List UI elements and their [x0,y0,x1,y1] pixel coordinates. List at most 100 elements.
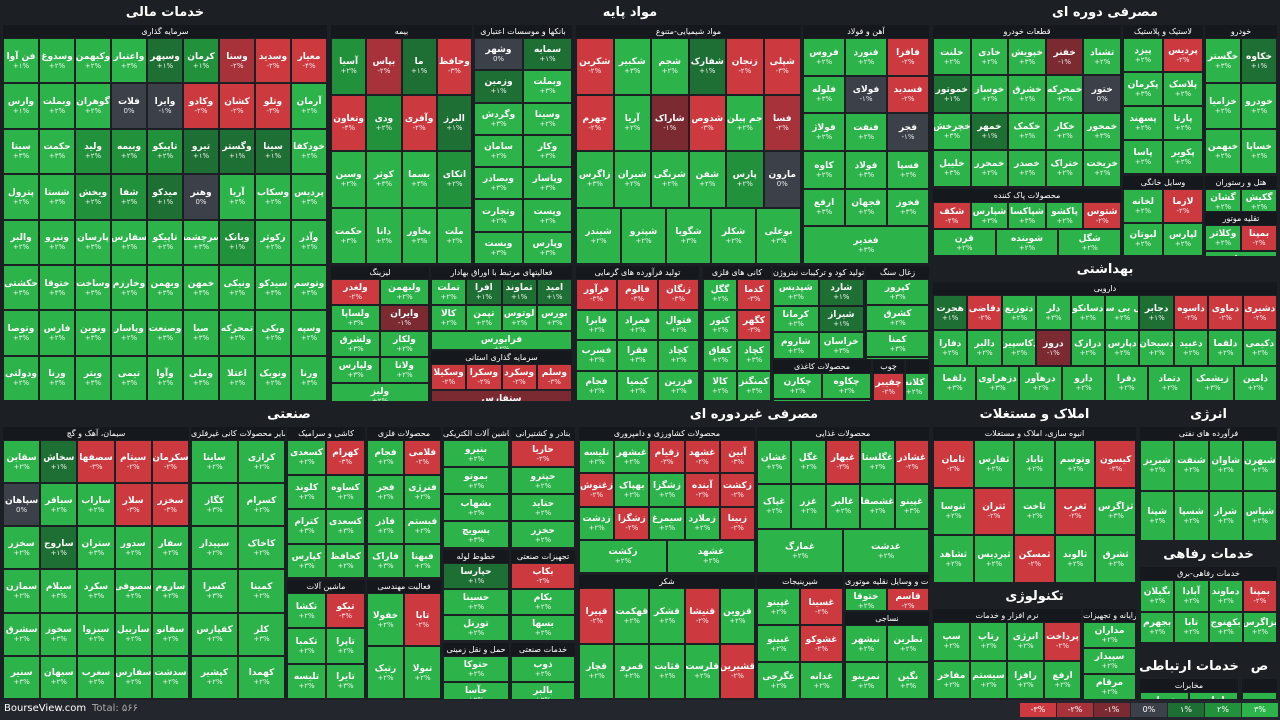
sector[interactable]: نساجی نطرین +۲% نبشهر +۲% نگین +۳% نمرینو +۲% [844,611,930,700]
stock-tile[interactable]: ثالوند +۲% [1054,535,1096,583]
sector[interactable]: سرمایه گذاری استانی وسلم -۳% وسکرد -۲% وسکرا -… [430,350,573,402]
stock-tile[interactable]: بکهنوج +۲% [1208,611,1243,643]
stock-tile[interactable]: وتلو -۳% [255,83,291,129]
stock-tile[interactable]: ستران +۳% [77,526,115,570]
stock-tile[interactable]: درازک +۲% [1070,330,1105,366]
stock-tile[interactable]: خصدر +۲% [1008,149,1046,187]
stock-tile[interactable]: درهآور +۲% [1019,365,1062,401]
sector[interactable]: فعالیت مهندسی تابا -۲% خفولا +۲% تبولا +۲% رتیک… [366,579,442,700]
stock-tile[interactable]: کگاز +۳% [191,483,238,527]
stock-tile[interactable]: وساخت +۳% [75,264,111,311]
stock-tile[interactable]: وکادو -۲% [183,83,219,129]
stock-tile[interactable]: سیستم +۲% [970,660,1007,699]
stock-tile[interactable]: فولای -۱% [845,75,887,114]
stock-tile[interactable]: سصفها -۳% [77,440,115,484]
stock-tile[interactable]: زنگان -۳% [658,279,699,310]
stock-tile[interactable]: حتوکا +۲% [443,656,509,682]
stock-tile[interactable]: شفا +۲% [111,174,147,220]
stock-tile[interactable]: بپاس -۲% [366,38,402,95]
stock-tile[interactable]: خمحرر +۲% [970,149,1009,187]
stock-tile[interactable]: شپلی -۳% [763,38,801,95]
stock-tile[interactable]: شگویا +۳% [666,207,711,264]
stock-tile[interactable]: وارس +۱% [3,83,39,129]
sector[interactable]: آهن و فولاد فافزا -۲% فنورد +۲% فروس +۲% فسدید -… [802,24,930,265]
stock-tile[interactable]: ساروج +۱% [40,526,78,570]
stock-tile[interactable]: حکمت +۳% [39,128,75,175]
stock-tile[interactable]: وپارس +۳% [523,231,572,264]
brand-label[interactable]: BourseView.com [4,703,87,714]
stock-tile[interactable]: ونیرو +۲% [39,219,75,265]
stock-tile[interactable]: تشناد +۲% [1083,38,1121,76]
stock-tile[interactable]: فجهان +۲% [845,188,887,227]
stock-tile[interactable]: کرزل+۲% [866,357,929,359]
stock-tile[interactable]: قلرست +۲% [684,643,720,699]
stock-tile[interactable]: تبولا +۲% [404,646,441,699]
stock-tile[interactable]: غدانه +۲% [800,662,843,699]
sector[interactable]: تولید کود و ترکیبات نیتروژن شارد +۱% شپدیس +… [772,265,865,360]
stock-tile[interactable]: مفاخر +۲% [933,660,970,699]
stock-tile[interactable]: ورنا +۳% [39,355,75,401]
stock-tile[interactable]: ثاباد +۲% [1014,440,1055,488]
sector[interactable]: تولید فرآورده های گرمایی زنگان -۳% فالوم -۳%… [575,265,700,402]
stock-tile[interactable]: خکمک +۲% [1008,112,1046,150]
stock-tile[interactable]: سغرب +۲% [77,655,115,699]
stock-tile[interactable]: کچاد +۳% [737,340,771,371]
stock-tile[interactable]: شکف -۲% [933,202,971,229]
stock-tile[interactable]: نگین +۳% [887,662,929,699]
stock-tile[interactable]: خلنت +۲% [933,38,971,76]
stock-tile[interactable]: کوثر +۳% [366,151,402,208]
stock-tile[interactable]: کدما -۳% [737,279,771,310]
stock-tile[interactable]: کچاد +۲% [658,340,699,371]
stock-tile[interactable]: شکربن -۲% [576,38,614,95]
stock-tile[interactable]: فولاژ +۲% [803,113,845,151]
stock-tile[interactable]: کگهر -۳% [737,309,771,340]
stock-tile[interactable]: سقاین +۲% [3,440,41,484]
stock-tile[interactable]: سفار +۲% [151,526,189,570]
sector[interactable]: وسایل خانگی لازما -۲% لخانه +۲% لپارس +۲% لبوتا… [1122,175,1204,257]
sector[interactable]: رایانه و تجهیزات مداران +۲% سپیدار +۲% مرقام +… [1082,608,1137,700]
stock-tile[interactable]: وکلاتر +۲% [1205,225,1241,251]
stock-tile[interactable]: غپینو +۲% [757,588,800,625]
stock-tile[interactable]: بموتو +۲% [443,467,509,494]
stock-tile[interactable]: وپاسار +۲% [111,310,147,356]
stock-tile[interactable]: ولانا +۲% [380,357,429,383]
stock-tile[interactable]: غبینو +۲% [757,625,800,662]
stock-tile[interactable]: زقیام -۳% [649,440,685,474]
stock-tile[interactable]: بسها +۲% [511,615,575,641]
stock-tile[interactable]: ثپردیس +۲% [973,535,1015,583]
sector[interactable]: بنادر و کشتیرانی حاریا -۲% حپترو +۲% حتاید +۲%… [510,426,576,549]
stock-tile[interactable]: کفاق +۲% [703,340,737,371]
stock-tile[interactable]: دامین +۲% [1234,365,1277,401]
stock-tile[interactable]: قمرو +۲% [614,643,650,699]
stock-tile[interactable]: زنجان -۲% [726,38,764,95]
stock-tile[interactable]: خچرخش +۳% [933,112,971,150]
stock-tile[interactable]: دقاضی -۲% [967,295,1002,331]
stock-tile[interactable]: سپاهان 0% [3,483,41,527]
stock-tile[interactable]: ونوبک +۲% [255,355,291,401]
stock-tile[interactable]: لپارس +۲% [1163,222,1203,256]
stock-tile[interactable]: ختور 0% [1083,75,1121,113]
stock-tile[interactable]: ثنوسا +۲% [933,487,974,536]
stock-tile[interactable]: حکشتی +۳% [3,264,39,311]
stock-tile[interactable]: خکار +۲% [1045,112,1084,150]
stock-tile[interactable]: ارفع +۳% [803,188,845,227]
stock-tile[interactable]: حپارسا +۱% [443,563,509,589]
stock-tile[interactable]: وتوسم +۲% [1054,440,1096,488]
stock-tile[interactable]: تپمن +۲% [466,305,502,331]
stock-tile[interactable]: زیشمک +۳% [1191,365,1234,401]
stock-tile[interactable]: شرنگی +۲% [651,151,689,208]
stock-tile[interactable]: دارو +۲% [1062,365,1105,401]
stock-tile[interactable]: ثتران -۲% [973,487,1015,536]
stock-tile[interactable]: شپاکسا +۳% [1008,202,1046,229]
stock-tile[interactable]: بسویچ +۳% [443,521,509,548]
stock-tile[interactable]: سپیدار +۲% [191,526,238,570]
stock-tile[interactable]: زکشت -۲% [719,473,755,507]
sector[interactable]: شیرینیجات غسینا -۲% غپینو +۲% غشوکو -۲% غبینو +۲… [756,574,844,700]
stock-tile[interactable]: آریا +۲% [219,174,255,220]
stock-tile[interactable]: غبهار -۳% [825,440,861,485]
stock-tile[interactable]: غالبر +۲% [825,484,861,529]
stock-tile[interactable]: کشرق +۲% [866,305,929,331]
sector[interactable]: نرم افزار و خدمات پرداخت -۲% انرژی +۲% رتاپ +۲… [932,608,1082,700]
stock-tile[interactable]: رتاپ +۲% [970,622,1007,661]
stock-tile[interactable]: پارسان +۳% [75,219,111,265]
